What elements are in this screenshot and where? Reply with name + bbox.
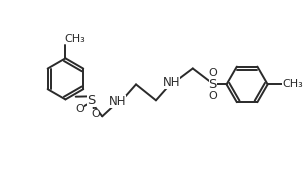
Text: O: O	[92, 109, 100, 119]
Text: CH₃: CH₃	[282, 79, 303, 89]
Text: O: O	[208, 68, 217, 78]
Text: O: O	[208, 91, 217, 101]
Text: NH: NH	[162, 76, 180, 89]
Text: NH: NH	[109, 95, 126, 108]
Text: S: S	[208, 78, 217, 91]
Text: O: O	[76, 104, 84, 114]
Text: CH₃: CH₃	[64, 34, 85, 44]
Text: S: S	[87, 95, 96, 108]
